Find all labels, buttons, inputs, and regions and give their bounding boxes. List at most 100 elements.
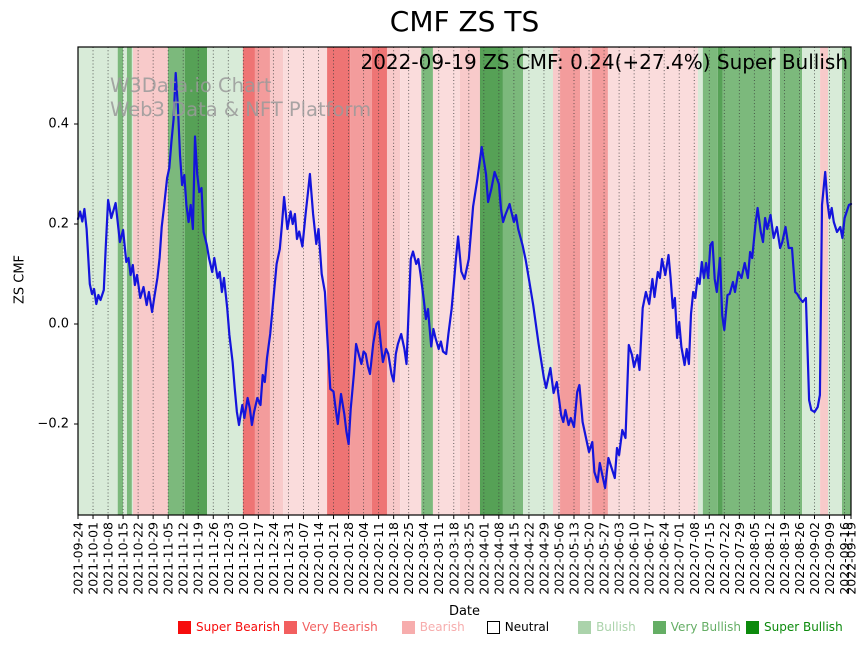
x-tick-label: 2022-02-04 xyxy=(356,522,371,595)
legend-swatch xyxy=(284,620,298,634)
x-axis-ticks: 2021-09-24 2021-10-01 2021-10-08 2021-10-15… xyxy=(71,515,859,595)
band-bearish-light xyxy=(432,47,460,515)
y-tick-label: 0.2 xyxy=(48,217,69,232)
band-bullish xyxy=(523,47,553,515)
band-bullish xyxy=(131,47,133,515)
x-tick-label: 2022-02-25 xyxy=(401,522,416,595)
signal-bands-layer xyxy=(78,47,851,515)
y-tick-label: 0.4 xyxy=(48,117,69,132)
x-tick-label: 2022-01-28 xyxy=(341,522,356,595)
legend-swatch xyxy=(178,620,191,634)
x-tick-label: 2022-03-25 xyxy=(461,522,476,595)
band-bullish xyxy=(828,47,842,515)
x-tick-label: 2022-09-19 xyxy=(844,522,859,595)
band-very-bullish xyxy=(502,47,524,515)
band-very-bullish xyxy=(126,47,132,515)
x-tick-label: 2022-06-24 xyxy=(657,522,672,595)
band-bullish xyxy=(78,47,118,515)
latest-value-annotation: 2022-09-19 ZS CMF: 0.24(+27.4%) Super Bu… xyxy=(360,50,848,74)
y-tick-label: 0.0 xyxy=(48,317,69,332)
x-tick-label: 2022-05-27 xyxy=(597,522,612,595)
zs-cmf-line xyxy=(76,71,853,490)
x-tick-label: 2022-01-14 xyxy=(311,522,326,595)
legend-swatch xyxy=(578,620,592,634)
watermark-line-2: Web3 Data & NFT Platform xyxy=(110,97,372,121)
x-tick-label: 2022-07-08 xyxy=(687,522,702,595)
band-very-bearish xyxy=(560,47,581,515)
legend-swatch xyxy=(746,620,759,634)
x-tick-label: 2022-07-01 xyxy=(672,522,687,595)
x-tick-label: 2021-11-19 xyxy=(191,522,206,595)
x-tick-label: 2022-07-22 xyxy=(717,522,732,595)
x-tick-label: 2022-04-15 xyxy=(506,522,521,595)
x-tick-label: 2022-05-13 xyxy=(567,522,582,595)
x-tick-label: 2021-12-24 xyxy=(266,522,281,595)
x-tick-label: 2022-03-18 xyxy=(446,522,461,595)
band-bearish xyxy=(269,47,284,515)
x-tick-label: 2022-08-19 xyxy=(777,522,792,595)
x-tick-label: 2022-04-29 xyxy=(536,522,551,595)
x-tick-label: 2022-03-04 xyxy=(416,522,431,595)
x-tick-label: 2022-09-09 xyxy=(822,522,837,595)
x-tick-label: 2021-09-24 xyxy=(71,522,86,595)
x-tick-label: 2022-03-11 xyxy=(431,522,446,595)
band-bearish xyxy=(459,47,480,515)
legend: Super Bearish Very Bearish Bearish Neutral B… xyxy=(178,620,843,634)
legend-label: Super Bullish xyxy=(764,620,843,634)
band-bearish-light xyxy=(283,47,328,515)
band-very-bearish xyxy=(254,47,270,515)
legend-swatch xyxy=(486,620,500,634)
y-tick-label: −0.2 xyxy=(37,417,69,432)
plot-border xyxy=(77,46,852,516)
band-bullish xyxy=(771,47,780,515)
chart-title: CMF ZS TS xyxy=(389,5,540,38)
y-axis-label: ZS CMF xyxy=(12,254,28,305)
legend-item-bearish: Bearish xyxy=(401,620,465,634)
legend-label: Very Bullish xyxy=(670,620,741,634)
legend-item-super-bearish: Super Bearish xyxy=(178,620,280,634)
x-tick-label: 2021-10-29 xyxy=(146,522,161,595)
x-tick-label: 2022-01-07 xyxy=(296,522,311,595)
band-bullish xyxy=(123,47,127,515)
band-very-bearish xyxy=(350,47,372,515)
watermark-line-1: W3Data.io Chart xyxy=(110,74,272,97)
x-tick-label: 2022-06-17 xyxy=(642,522,657,595)
x-tick-label: 2021-10-15 xyxy=(116,522,131,595)
band-bearish xyxy=(552,47,561,515)
legend-item-bullish: Bullish xyxy=(578,620,636,634)
legend-label: Super Bearish xyxy=(196,620,281,634)
x-tick-label: 2021-12-10 xyxy=(236,522,251,595)
band-very-bearish xyxy=(592,47,608,515)
x-tick-label: 2022-08-12 xyxy=(762,522,777,595)
band-very-bullish xyxy=(702,47,718,515)
x-tick-label: 2022-05-20 xyxy=(582,522,597,595)
x-tick-label: 2022-08-26 xyxy=(792,522,807,595)
legend-label: Very Bearish xyxy=(302,620,378,634)
band-very-bearish-dark xyxy=(242,47,255,515)
band-very-bullish-dark xyxy=(479,47,503,515)
x-tick-label: 2021-11-05 xyxy=(161,522,176,595)
x-tick-label: 2022-02-11 xyxy=(371,522,386,595)
legend-label: Bullish xyxy=(596,620,636,634)
y-axis-ticks: 0.4 0.2 0.0 −0.2 xyxy=(37,117,78,432)
band-bullish xyxy=(802,47,821,515)
x-tick-label: 2022-07-29 xyxy=(732,522,747,595)
x-tick-label: 2021-12-17 xyxy=(251,522,266,595)
x-tick-label: 2022-07-15 xyxy=(702,522,717,595)
legend-item-very-bearish: Very Bearish xyxy=(284,620,378,634)
band-very-bullish xyxy=(779,47,803,515)
x-tick-label: 2022-09-16 xyxy=(837,522,852,595)
band-bearish xyxy=(580,47,593,515)
x-tick-label: 2022-08-05 xyxy=(747,522,762,595)
x-tick-label: 2022-04-08 xyxy=(491,522,506,595)
legend-swatch xyxy=(652,620,666,634)
x-tick-label: 2022-05-06 xyxy=(551,522,566,595)
x-tick-label: 2021-12-31 xyxy=(281,522,296,595)
x-tick-label: 2021-11-12 xyxy=(176,522,191,595)
x-tick-label: 2022-02-18 xyxy=(386,522,401,595)
legend-item-super-bullish: Super Bullish xyxy=(746,620,843,634)
watermark: W3Data.io Chart Web3 Data & NFT Platform xyxy=(110,74,371,122)
band-very-bearish-dark xyxy=(371,47,387,515)
